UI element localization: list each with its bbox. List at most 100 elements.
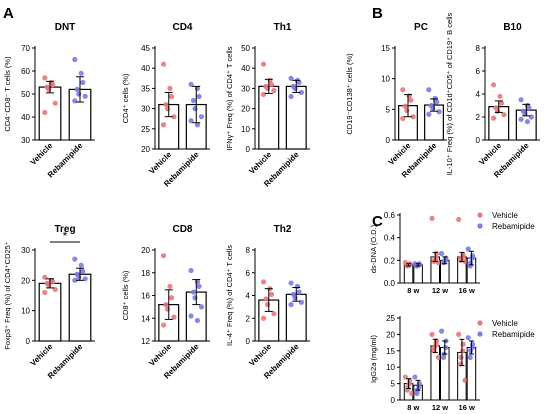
treg-title: Treg — [54, 224, 75, 235]
b10-y-axis-label: IL-10⁺ Freq (%) of CD1d⁺CD5⁺ of CD19⁺ B … — [445, 12, 454, 175]
cd4-data-point — [160, 61, 167, 67]
igg2a-legend-marker — [477, 320, 483, 326]
igg2a-data-point — [465, 335, 471, 341]
dsdna-legend-entry: Rebamipide — [492, 222, 535, 231]
dsdna-data-point — [462, 258, 468, 265]
dnt-data-point — [72, 56, 78, 63]
igg2a-x-tick-label: 8 w — [407, 403, 419, 412]
b10-data-point — [494, 108, 501, 114]
treg-data-point — [72, 277, 78, 283]
th2-data-point — [263, 296, 269, 302]
cd8-data-point — [164, 306, 171, 312]
cd8-title: CD8 — [172, 224, 192, 235]
dsdna-data-point — [429, 215, 435, 221]
pc-y-axis-label: CD19⁻CD138⁺ cells (%) — [345, 53, 354, 135]
th2-data-point — [264, 302, 271, 308]
b10-y-tick-label: 0 — [476, 136, 481, 145]
cd4-y-tick-label: 30 — [141, 105, 150, 114]
dsdna-data-point — [438, 250, 445, 257]
cd4-y-axis-label: CD4⁺ cells (%) — [121, 73, 130, 123]
b10-data-point — [490, 82, 497, 88]
th2-data-point — [298, 299, 305, 305]
b10-title: B10 — [503, 22, 522, 33]
igg2a-data-point — [460, 348, 466, 354]
pc-data-point — [404, 107, 410, 114]
th2-title: Th2 — [274, 224, 292, 235]
dnt-data-point — [42, 75, 48, 81]
cd8-data-point — [188, 267, 194, 274]
dsdna-data-point — [456, 216, 462, 223]
cd4-data-point — [160, 122, 167, 128]
igg2a-data-point — [440, 354, 447, 360]
cd4-data-point — [167, 85, 173, 91]
dsdna-x-tick-label: 12 w — [432, 286, 448, 295]
treg-y-tick-label: 20 — [21, 276, 30, 285]
dsdna-y-axis-label: ds-DNA (O.D.) — [369, 224, 378, 273]
cd8-data-point — [160, 253, 167, 259]
b10-data-point — [497, 93, 503, 99]
igg2a-y-tick-label: 20 — [386, 330, 395, 339]
th1-y-axis-label: IFNγ⁺ Freq (%) of CD4⁺ T cells — [225, 46, 234, 150]
b10-y-tick-label: 6 — [476, 67, 481, 76]
dnt-data-point — [80, 79, 86, 86]
cd4-data-point — [196, 93, 202, 100]
b10-x-tick-label: Vehicle — [477, 141, 503, 167]
th1-y-tick-label: 10 — [241, 125, 250, 134]
cd4-data-point — [198, 114, 205, 120]
dsdna-y-tick-label: 0.0 — [384, 279, 396, 288]
igg2a-y-axis-label: IgG2a (mg/ml) — [369, 335, 378, 383]
cd4-data-point — [192, 106, 198, 112]
th2-y-tick-label: 0 — [246, 337, 251, 346]
igg2a-legend-entry: Vehicle — [492, 319, 518, 328]
cd8-x-tick-label: Vehicle — [147, 342, 173, 368]
dnt-data-point — [42, 109, 48, 115]
dnt-y-tick-label: 50 — [21, 90, 30, 99]
pc-data-point — [402, 103, 408, 109]
dsdna-data-point — [469, 255, 475, 261]
igg2a-bar — [430, 345, 441, 401]
igg2a-data-point — [414, 390, 420, 397]
panel-letter-b: B — [372, 5, 383, 22]
cd4-x-tick-label: Vehicle — [147, 150, 173, 176]
igg2a-y-tick-label: 10 — [386, 363, 395, 372]
pc-data-point — [408, 97, 414, 103]
cd8-y-tick-label: 12 — [141, 337, 150, 346]
cd4-y-tick-label: 20 — [141, 145, 150, 154]
dsdna-x-tick-label: 8 w — [407, 286, 419, 295]
treg-data-point — [72, 256, 78, 262]
cd8-data-point — [190, 289, 197, 295]
igg2a-legend-marker — [477, 331, 483, 337]
igg2a-y-tick-label: 25 — [386, 314, 395, 323]
pc-data-point — [400, 87, 406, 93]
dsdna-x-tick-label: 16 w — [459, 286, 475, 295]
cd8-y-tick-label: 14 — [141, 314, 150, 323]
dsdna-data-point — [458, 257, 464, 263]
cd8-data-point — [196, 283, 202, 289]
th2-x-tick-label: Vehicle — [247, 342, 273, 368]
dnt-data-point — [72, 98, 78, 104]
dsdna-legend-marker — [477, 223, 483, 229]
igg2a-y-tick-label: 15 — [386, 347, 395, 356]
treg-x-tick-label: Vehicle — [29, 342, 55, 368]
pc-data-point — [410, 114, 416, 120]
dnt-y-axis-label: CD4⁻CD8⁻ T cells (%) — [3, 56, 12, 132]
pc-y-tick-label: 5 — [386, 105, 391, 114]
treg-data-point — [78, 262, 84, 268]
igg2a-legend-entry: Rebamipide — [492, 330, 535, 339]
pc-data-point — [434, 99, 440, 105]
th2-data-point — [271, 311, 277, 317]
th1-data-point — [288, 75, 294, 81]
b10-data-point — [501, 112, 507, 118]
dsdna-data-point — [433, 250, 440, 257]
th2-data-point — [260, 315, 267, 321]
cd4-data-point — [168, 93, 175, 100]
th1-data-point — [271, 87, 277, 94]
cd4-title: CD4 — [172, 22, 192, 33]
th1-data-point — [292, 85, 298, 91]
cd8-data-point — [163, 302, 169, 308]
dsdna-legend-marker — [477, 212, 483, 218]
igg2a-data-point — [442, 344, 449, 351]
dnt-title: DNT — [55, 22, 76, 33]
th1-y-tick-label: 50 — [241, 44, 250, 53]
